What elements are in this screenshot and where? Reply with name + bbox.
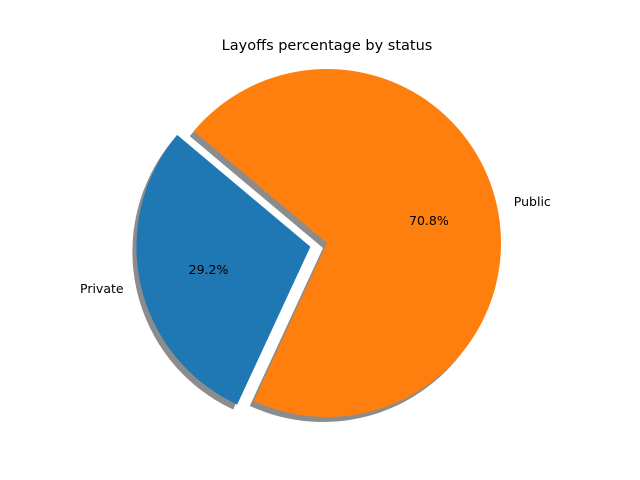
slice-label-public: Public [514, 194, 551, 209]
slice-percentage-private: 29.2% [189, 262, 229, 277]
pie-slice-layer [136, 68, 501, 417]
slice-label-private: Private [80, 281, 124, 296]
chart-title: Layoffs percentage by status [222, 38, 433, 54]
slice-percentage-public: 70.8% [409, 213, 449, 228]
pie-slice-public [193, 68, 501, 417]
pie-label-layer: Private 29.2% Public 70.8% [80, 194, 551, 296]
pie-slice-private [136, 134, 311, 405]
